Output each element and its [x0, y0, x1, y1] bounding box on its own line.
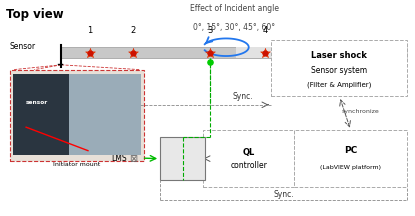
Bar — [13, 74, 69, 155]
Bar — [294, 130, 408, 187]
Point — [206, 51, 213, 54]
Bar — [203, 130, 294, 187]
Text: QL: QL — [243, 148, 255, 157]
Text: Initiator mount: Initiator mount — [53, 162, 100, 167]
Bar — [271, 40, 408, 96]
Bar — [10, 70, 144, 161]
Text: 3: 3 — [207, 26, 212, 35]
Text: 4: 4 — [263, 26, 268, 35]
Text: QL: QL — [177, 148, 189, 157]
Text: Sync.: Sync. — [232, 92, 253, 100]
Text: 1: 1 — [88, 26, 93, 35]
Point — [130, 51, 137, 54]
Point — [87, 51, 93, 54]
Bar — [69, 74, 141, 155]
Text: Top view: Top view — [5, 8, 63, 21]
Point — [206, 60, 213, 64]
Text: Effect of Incident angle: Effect of Incident angle — [190, 3, 279, 13]
Point — [87, 51, 93, 54]
Point — [262, 51, 269, 54]
Text: LMS: LMS — [112, 154, 127, 163]
Text: Sync.: Sync. — [273, 190, 294, 199]
Text: synchronize: synchronize — [342, 109, 379, 114]
Text: 0°, 15°, 30°, 45°, 60°: 0°, 15°, 30°, 45°, 60° — [193, 23, 276, 32]
Text: (LabVIEW platform): (LabVIEW platform) — [320, 165, 381, 170]
Point — [262, 51, 269, 54]
Bar — [61, 47, 408, 58]
Text: controller: controller — [230, 160, 267, 170]
Bar — [160, 137, 205, 181]
Text: head: head — [173, 160, 192, 170]
Text: Laser shock: Laser shock — [312, 51, 367, 60]
Text: Sensor system: Sensor system — [311, 66, 367, 75]
Text: PC: PC — [344, 146, 357, 155]
Point — [130, 51, 137, 54]
Point — [206, 51, 213, 54]
Text: 2: 2 — [131, 26, 136, 35]
Text: sensor: sensor — [26, 100, 49, 105]
Bar — [13, 74, 141, 155]
Bar — [237, 47, 408, 58]
Text: (Filter & Amplifier): (Filter & Amplifier) — [307, 82, 371, 88]
Text: $\boxtimes$: $\boxtimes$ — [129, 153, 138, 164]
Text: Sensor: Sensor — [10, 43, 36, 51]
